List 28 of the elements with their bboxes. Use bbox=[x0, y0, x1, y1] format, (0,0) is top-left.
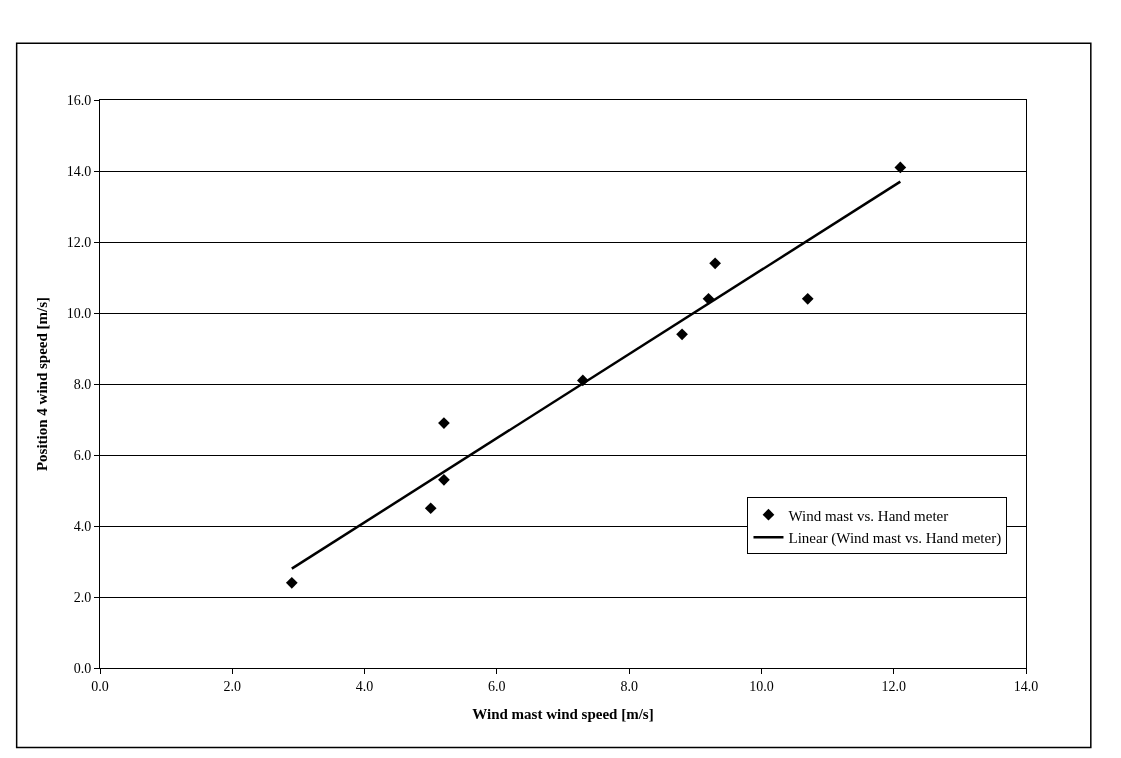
y-axis-title: Position 4 wind speed [m/s] bbox=[33, 296, 50, 472]
point bbox=[438, 474, 450, 486]
y-tick-label: 14.0 bbox=[66, 163, 92, 179]
x-tick-label: 8.0 bbox=[620, 678, 638, 694]
point bbox=[676, 328, 688, 341]
legend-label: Wind mast vs. Hand meter bbox=[788, 507, 949, 524]
point bbox=[424, 502, 437, 515]
y-tick-label: 6.0 bbox=[73, 447, 92, 463]
legend-label: Linear (Wind mast vs. Hand meter) bbox=[788, 530, 1002, 547]
x-tick-label: 14.0 bbox=[1013, 678, 1039, 694]
x-tick-label: 10.0 bbox=[749, 678, 774, 694]
point bbox=[709, 257, 721, 270]
y-tick-label: 2.0 bbox=[73, 589, 92, 605]
x-tick-label: 4.0 bbox=[355, 678, 374, 694]
x-tick-label: 2.0 bbox=[223, 678, 242, 694]
point bbox=[285, 576, 298, 589]
y-tick-label: 10.0 bbox=[66, 305, 92, 321]
x-tick-label: 12.0 bbox=[881, 678, 906, 694]
y-tick-label: 0.0 bbox=[73, 660, 92, 676]
x-tick-label: 6.0 bbox=[488, 678, 506, 694]
y-tick-label: 8.0 bbox=[73, 376, 92, 392]
point bbox=[894, 161, 907, 174]
y-tick-label: 12.0 bbox=[66, 234, 92, 250]
y-tick-label: 4.0 bbox=[73, 518, 92, 534]
y-tick-label: 16.0 bbox=[66, 92, 92, 108]
point bbox=[801, 292, 814, 305]
x-tick-label: 0.0 bbox=[91, 678, 109, 694]
x-axis-title: Wind mast wind speed [m/s] bbox=[472, 705, 654, 722]
